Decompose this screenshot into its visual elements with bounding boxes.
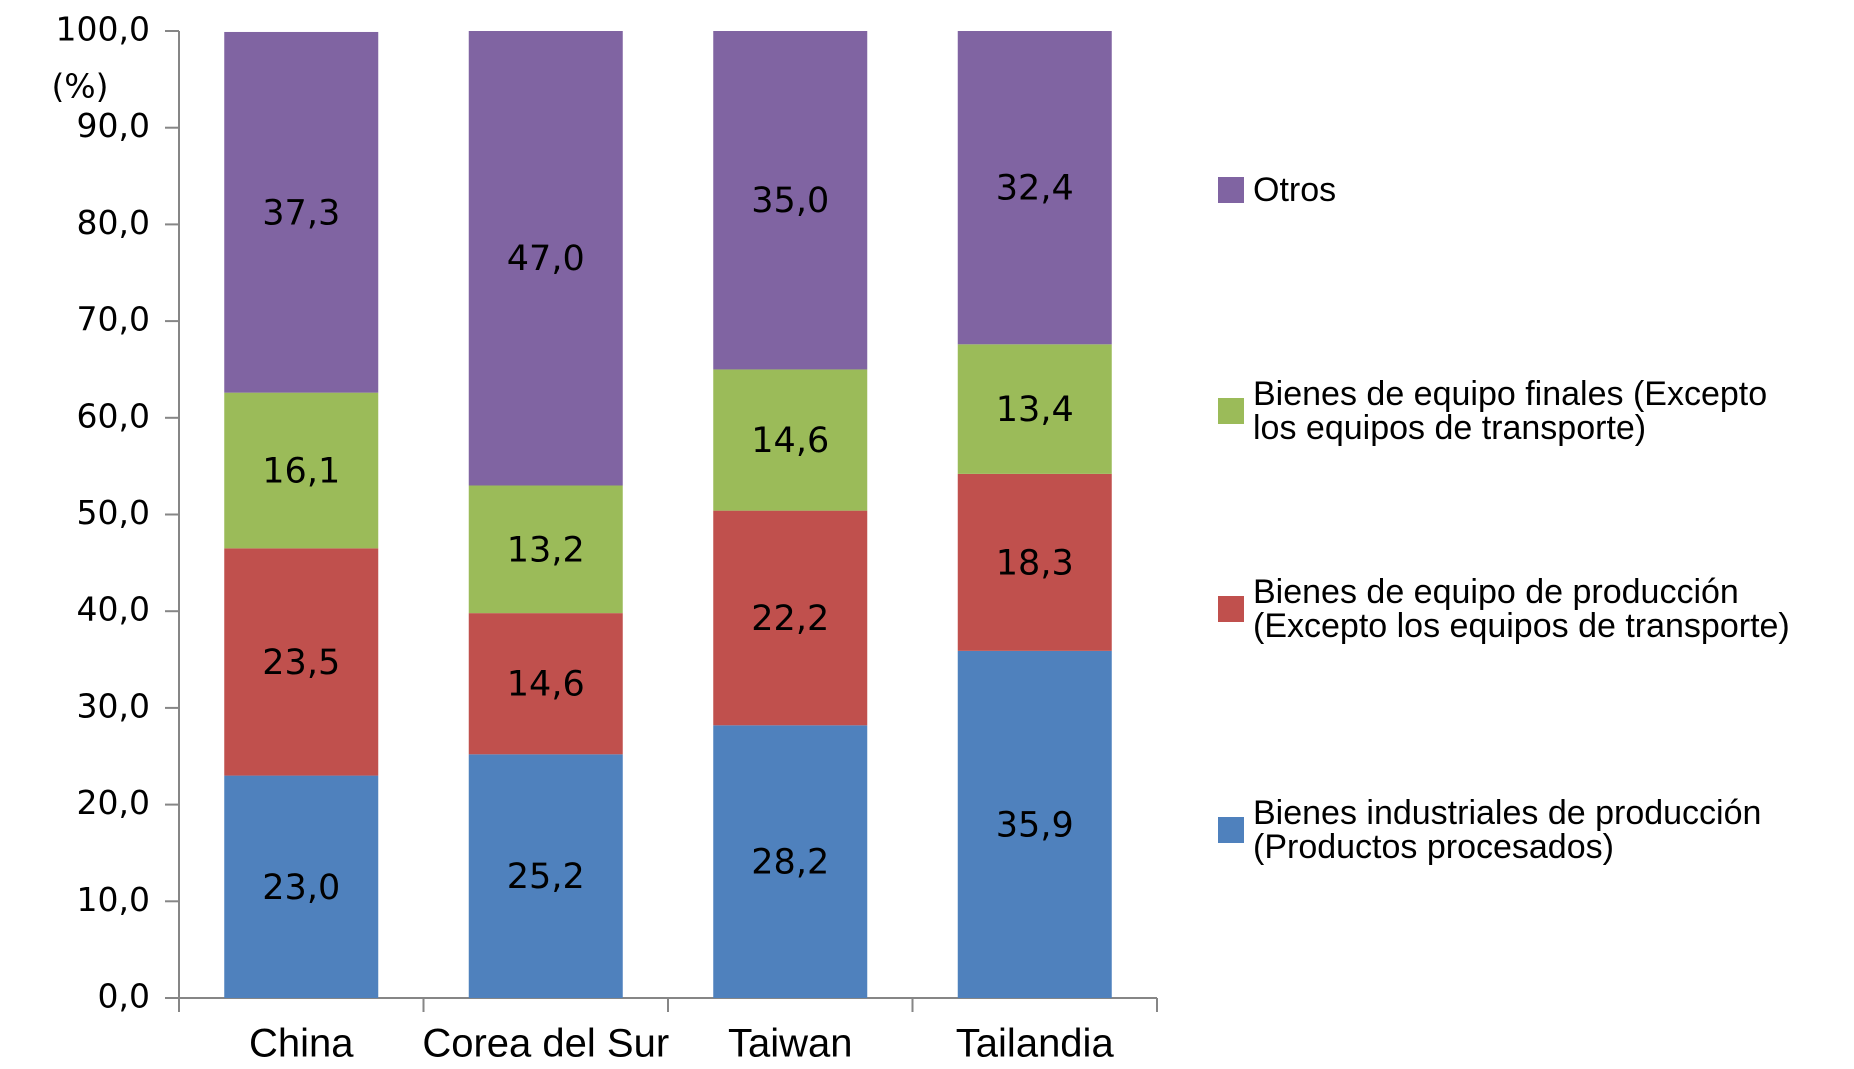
bar-segment (713, 725, 868, 998)
legend-label: Bienes industriales de producción (Produ… (1253, 794, 1762, 866)
x-tick-label: Corea del Sur (422, 1022, 669, 1066)
data-label: 16,1 (262, 452, 340, 492)
x-tick-label: China (249, 1022, 354, 1066)
bar-segment (468, 613, 623, 755)
legend-label: Otros (1253, 171, 1337, 209)
bar-segment (957, 650, 1112, 998)
y-tick-label: 80,0 (77, 203, 150, 242)
bar-segment (468, 31, 623, 486)
y-tick-label: 100,0 (56, 10, 150, 49)
y-tick-label: 40,0 (77, 590, 150, 629)
y-tick-label: 60,0 (77, 396, 150, 435)
data-label: 35,9 (996, 805, 1074, 845)
legend-item: Bienes de equipo de producción (Excepto … (1218, 575, 1790, 643)
y-tick-label: 70,0 (77, 300, 150, 339)
x-tick-label: Taiwan (728, 1022, 853, 1066)
data-label: 28,2 (751, 843, 829, 883)
data-label: 13,4 (996, 390, 1074, 430)
data-label: 25,2 (507, 857, 585, 897)
legend-item: Otros (1218, 173, 1336, 207)
y-tick-label: 50,0 (77, 493, 150, 532)
y-tick-label: 90,0 (77, 106, 150, 145)
data-label: 32,4 (996, 169, 1074, 209)
legend-label: Bienes de equipo finales (Excepto los eq… (1253, 375, 1768, 447)
x-tick-label: Tailandia (956, 1022, 1115, 1066)
y-tick-label: 10,0 (77, 880, 150, 919)
y-tick-label: 0,0 (98, 977, 150, 1016)
data-label: 13,2 (507, 530, 585, 570)
legend-item: Bienes de equipo finales (Excepto los eq… (1218, 377, 1767, 445)
bar-segment (713, 369, 868, 511)
legend-label: Bienes de equipo de producción (Excepto … (1253, 573, 1790, 645)
data-label: 47,0 (507, 239, 585, 279)
legend-swatch (1218, 398, 1244, 424)
data-label: 18,3 (996, 543, 1074, 583)
bar-segment (957, 31, 1112, 345)
bar-segment (713, 510, 868, 726)
bar-segment (468, 754, 623, 998)
legend-item: Bienes industriales de producción (Produ… (1218, 796, 1761, 864)
legend-swatch (1218, 596, 1244, 622)
data-label: 23,0 (262, 868, 340, 908)
data-label: 35,0 (751, 181, 829, 221)
data-label: 37,3 (262, 193, 340, 233)
bar-segment (713, 31, 868, 370)
bar-segment (957, 473, 1112, 651)
y-tick-label: 30,0 (77, 686, 150, 725)
bar-segment (957, 344, 1112, 474)
y-tick-label: 20,0 (77, 783, 150, 822)
data-label: 14,6 (507, 665, 585, 705)
legend-swatch (1218, 177, 1244, 203)
bar-segment (468, 485, 623, 614)
data-label: 22,2 (751, 599, 829, 639)
data-label: 23,5 (262, 643, 340, 683)
legend-swatch (1218, 817, 1244, 843)
y-axis-label: (%) (51, 67, 108, 106)
bar-segment (224, 775, 379, 998)
bar-segment (224, 392, 379, 549)
bar-segment (224, 31, 379, 393)
bar-segment (224, 548, 379, 776)
data-label: 14,6 (751, 421, 829, 461)
